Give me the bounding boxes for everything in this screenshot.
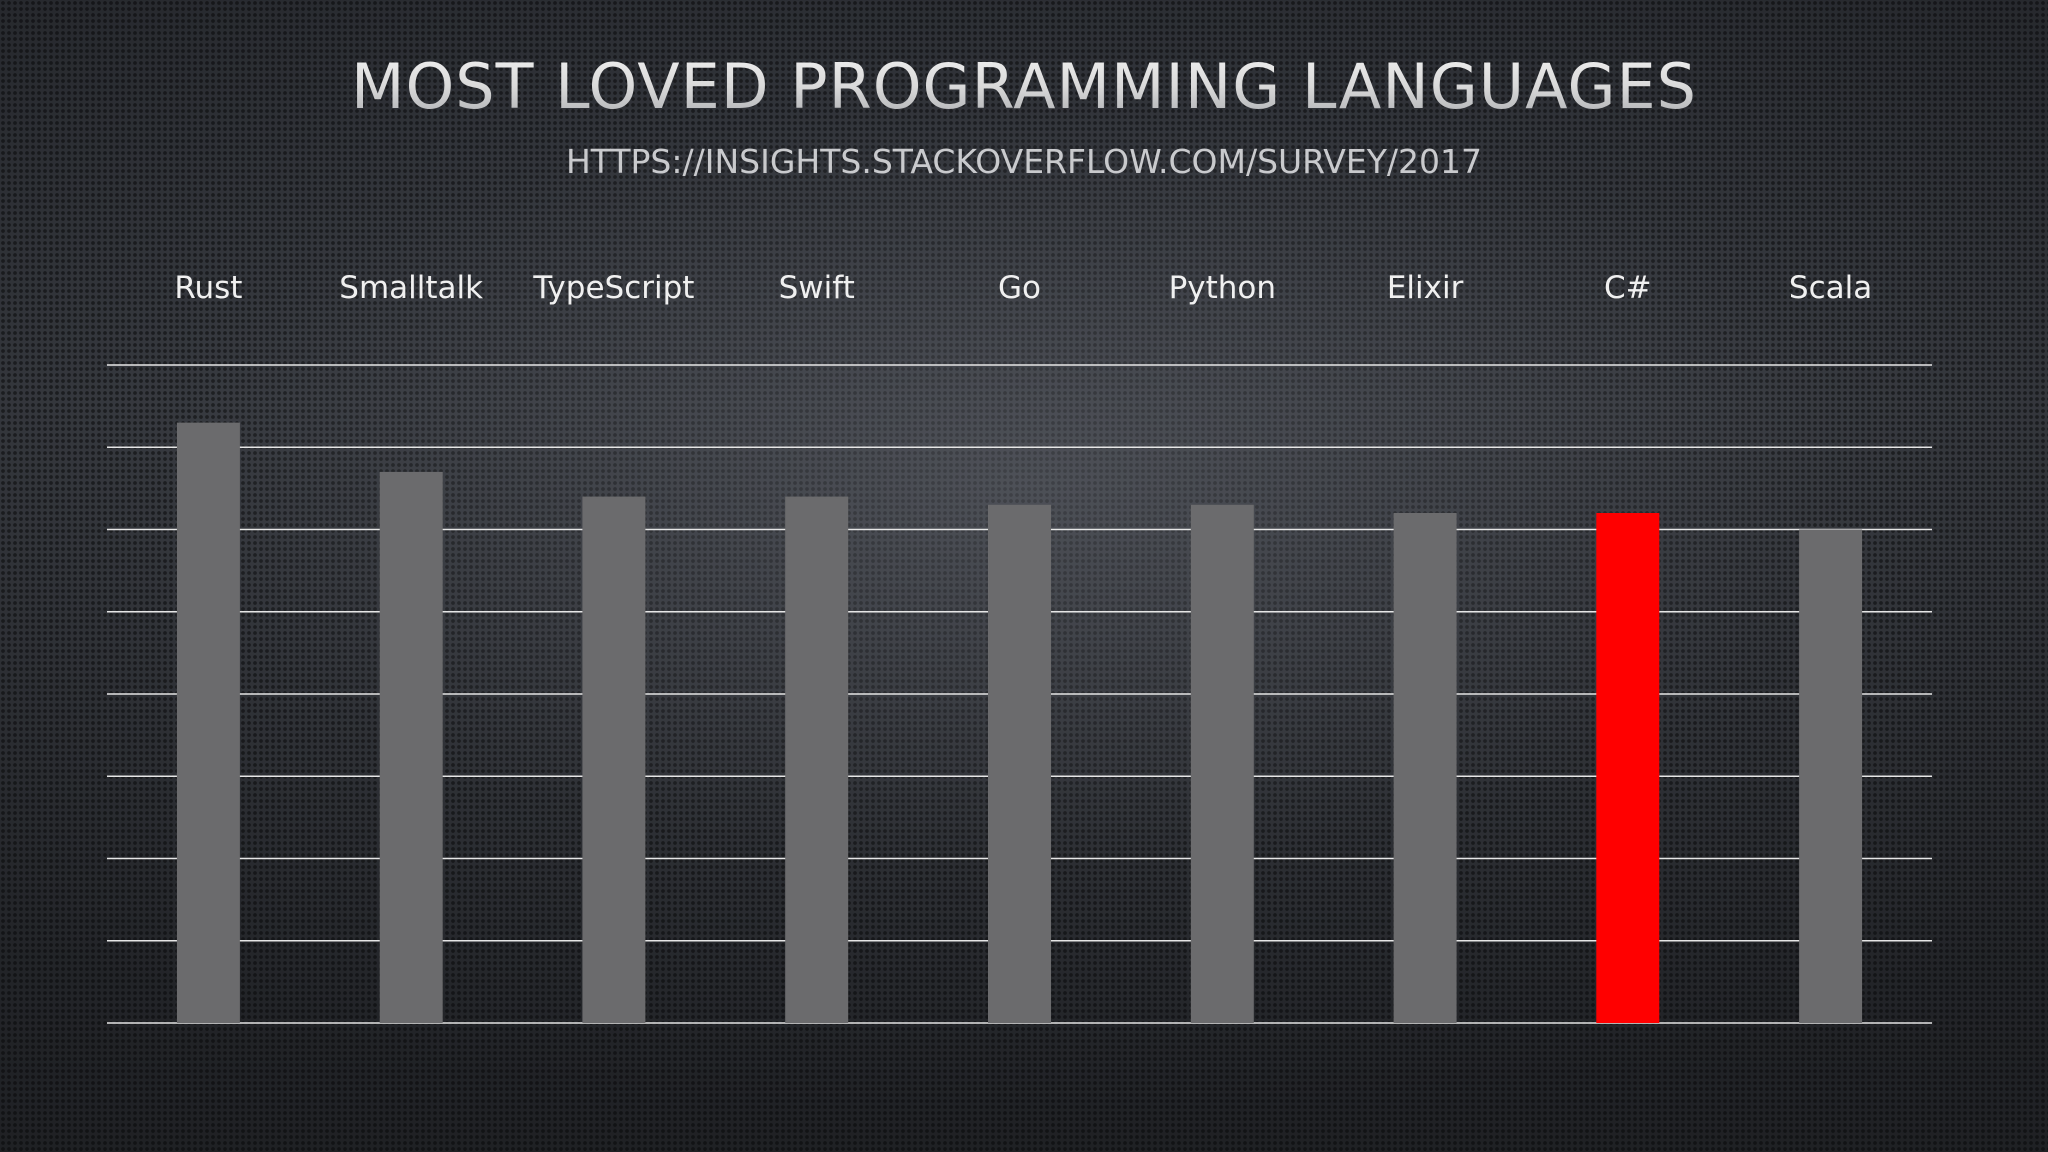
category-label-c-sharp: C# (1604, 270, 1652, 306)
bar-swift (785, 496, 849, 1024)
bar-smalltalk (379, 471, 443, 1023)
category-label-scala: Scala (1789, 270, 1872, 306)
bar-python (1190, 504, 1254, 1023)
category-label-smalltalk: Smalltalk (339, 270, 483, 306)
category-label-elixir: Elixir (1387, 270, 1464, 306)
bar-c-sharp (1596, 513, 1660, 1023)
bar-typescript (582, 496, 646, 1024)
chart-subtitle: HTTPS://INSIGHTS.STACKOVERFLOW.COM/SURVE… (565, 142, 1482, 181)
bars (176, 422, 1863, 1024)
bar-scala (1799, 529, 1863, 1023)
category-label-python: Python (1169, 270, 1276, 306)
category-label-typescript: TypeScript (532, 270, 694, 306)
bar-rust (176, 422, 240, 1024)
bar-go (988, 504, 1051, 1023)
category-label-swift: Swift (779, 270, 855, 306)
category-label-go: Go (998, 270, 1041, 306)
category-label-rust: Rust (174, 270, 242, 306)
chart-title: MOST LOVED PROGRAMMING LANGUAGES (0, 50, 2048, 123)
category-labels: Rust Smalltalk TypeScript Swift Go Python Elix… (174, 270, 1872, 306)
bar-elixir (1393, 513, 1457, 1023)
